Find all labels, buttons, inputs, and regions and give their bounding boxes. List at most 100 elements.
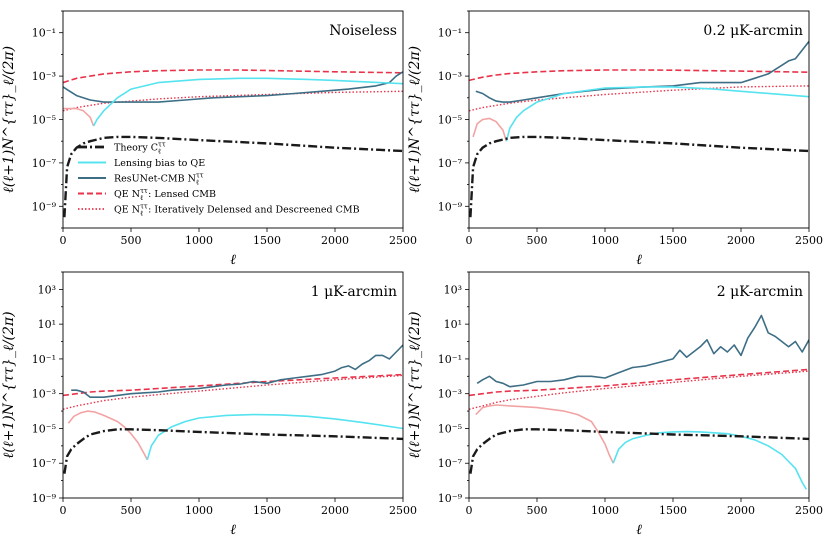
x-axis-label: ℓ [230,522,236,538]
panel-title: 1 μK-arcmin [311,284,397,300]
series-lensing-neg [472,117,508,142]
y-tick-label: 10⁻¹ [32,27,56,40]
series-group [469,314,809,490]
plot-frame [468,10,810,229]
legend-label-theory: Theory Cττ ℓ [114,141,166,156]
x-tick-label: 2000 [727,234,755,247]
series-resunet [476,314,809,388]
x-tick-label: 500 [527,504,548,517]
series-group [63,344,403,474]
series-theory [469,428,809,474]
series-theory [469,135,809,218]
series-resunet [71,344,403,399]
x-tick-label: 0 [466,504,473,517]
panel-title: 2 μK-arcmin [717,284,803,300]
y-tick-label: 10⁻¹ [438,27,462,40]
y-tick-label: 10⁻⁹ [32,492,57,505]
series-lensing [146,413,403,461]
x-tick-label: 500 [527,234,548,247]
series-qe-lensed [469,368,809,397]
y-tick-label: 10⁻⁵ [32,114,56,127]
y-tick-label: 10⁻¹ [438,353,462,366]
x-tick-label: 1500 [659,504,687,517]
x-tick-label: 0 [60,504,67,517]
x-tick-label: 1000 [591,504,619,517]
y-tick-label: 10⁻⁷ [438,157,463,170]
legend-label-qe-delensed: QE Nττ ℓ: Iteratively Delensed and Descre… [114,203,360,218]
x-tick-label: 2000 [727,504,755,517]
legend: Theory Cττ ℓ Lensing bias to QE ResUNet-CMB… [78,141,360,218]
y-tick-label: 10⁻³ [438,70,462,83]
x-tick-label: 500 [121,504,142,517]
x-tick-label: 2500 [795,504,823,517]
y-tick-label: 10⁻³ [32,70,56,83]
legend-label-qe-lensed: QE Nττ ℓ: Lensed CMB [114,187,216,202]
series-resunet [63,71,403,103]
panel-3: 0 500 1000 1500 2000 2500 10⁻⁹ 10⁻⁷ 10⁻⁵ 10⁻³ 10⁻¹… [1,271,417,538]
panel-4: 0 500 1000 1500 2000 2500 10⁻⁹ 10⁻⁷ 10⁻⁵ 10⁻³ 10⁻¹… [407,271,823,538]
series-qe-delensed [469,370,809,410]
x-tick-label: 1500 [253,234,281,247]
series-theory [63,135,403,218]
x-tick-label: 0 [466,234,473,247]
y-tick-label: 10⁻³ [438,388,462,401]
series-lensing [612,430,807,490]
series-group [469,40,809,218]
series-lensing [505,86,809,142]
y-tick-label: 10⁻³ [32,388,56,401]
x-tick-label: 1500 [659,234,687,247]
series-lensing-neg [475,404,614,464]
y-tick-label: 10⁻¹ [32,353,56,366]
y-tick-label: 10⁻⁹ [438,200,463,213]
series-lensing-neg [63,107,95,127]
series-qe-lensed [63,69,403,84]
legend-label-resunet: ResUNet-CMB Nττ ℓ [114,172,204,187]
x-tick-label: 2500 [795,234,823,247]
x-tick-label: 2500 [389,234,417,247]
y-axis-label: ℓ(ℓ+1)N^{ττ}_ℓ/(2π) [407,46,423,193]
x-tick-label: 1000 [591,234,619,247]
y-tick-label: 10³ [444,283,462,296]
y-tick-label: 10³ [38,283,56,296]
series-qe-delensed [63,374,403,410]
y-tick-label: 10⁻⁵ [32,422,56,435]
y-tick-label: 10⁻⁷ [438,457,463,470]
panel-title: 0.2 μK-arcmin [703,23,803,39]
y-tick-label: 10⁻⁹ [438,492,463,505]
plot-frame [62,271,404,499]
x-tick-label: 2000 [321,504,349,517]
x-tick-label: 1000 [185,504,213,517]
y-tick-label: 10⁻⁵ [438,422,462,435]
y-tick-label: 10⁻⁷ [32,457,57,470]
legend-label-lensing: Lensing bias to QE [114,158,205,169]
y-tick-label: 10⁻⁵ [438,114,462,127]
x-tick-label: 1000 [185,234,213,247]
y-tick-label: 10¹ [444,318,462,331]
series-lensing-neg [67,410,149,461]
y-axis-label: ℓ(ℓ+1)N^{ττ}_ℓ/(2π) [407,311,423,458]
x-tick-label: 2500 [389,504,417,517]
plot-frame [62,10,404,229]
y-tick-label: 10¹ [38,318,56,331]
x-tick-label: 2000 [321,234,349,247]
series-theory [63,428,403,474]
series-lensing [92,77,403,127]
x-axis-label: ℓ [636,522,642,538]
x-tick-label: 1500 [253,504,281,517]
x-tick-label: 500 [121,234,142,247]
y-tick-label: 10⁻⁷ [32,157,57,170]
x-axis-label: ℓ [636,252,642,268]
panel-1: 0 500 1000 1500 2000 2500 10⁻⁹ 10⁻⁷ 10⁻⁵ 10⁻³ 10⁻¹… [1,10,417,268]
x-tick-label: 0 [60,234,67,247]
panel-title: Noiseless [329,23,397,39]
panel-2: 0 500 1000 1500 2000 2500 10⁻⁹ 10⁻⁷ 10⁻⁵ 10⁻³ 10⁻¹… [407,10,823,268]
series-group [63,69,403,218]
series-qe-lensed [469,69,809,82]
plot-frame [468,271,810,499]
y-axis-label: ℓ(ℓ+1)N^{ττ}_ℓ/(2π) [1,311,17,458]
series-qe-delensed [469,85,809,112]
y-tick-label: 10⁻⁹ [32,200,57,213]
y-axis-label: ℓ(ℓ+1)N^{ττ}_ℓ/(2π) [1,46,17,193]
x-axis-label: ℓ [230,252,236,268]
